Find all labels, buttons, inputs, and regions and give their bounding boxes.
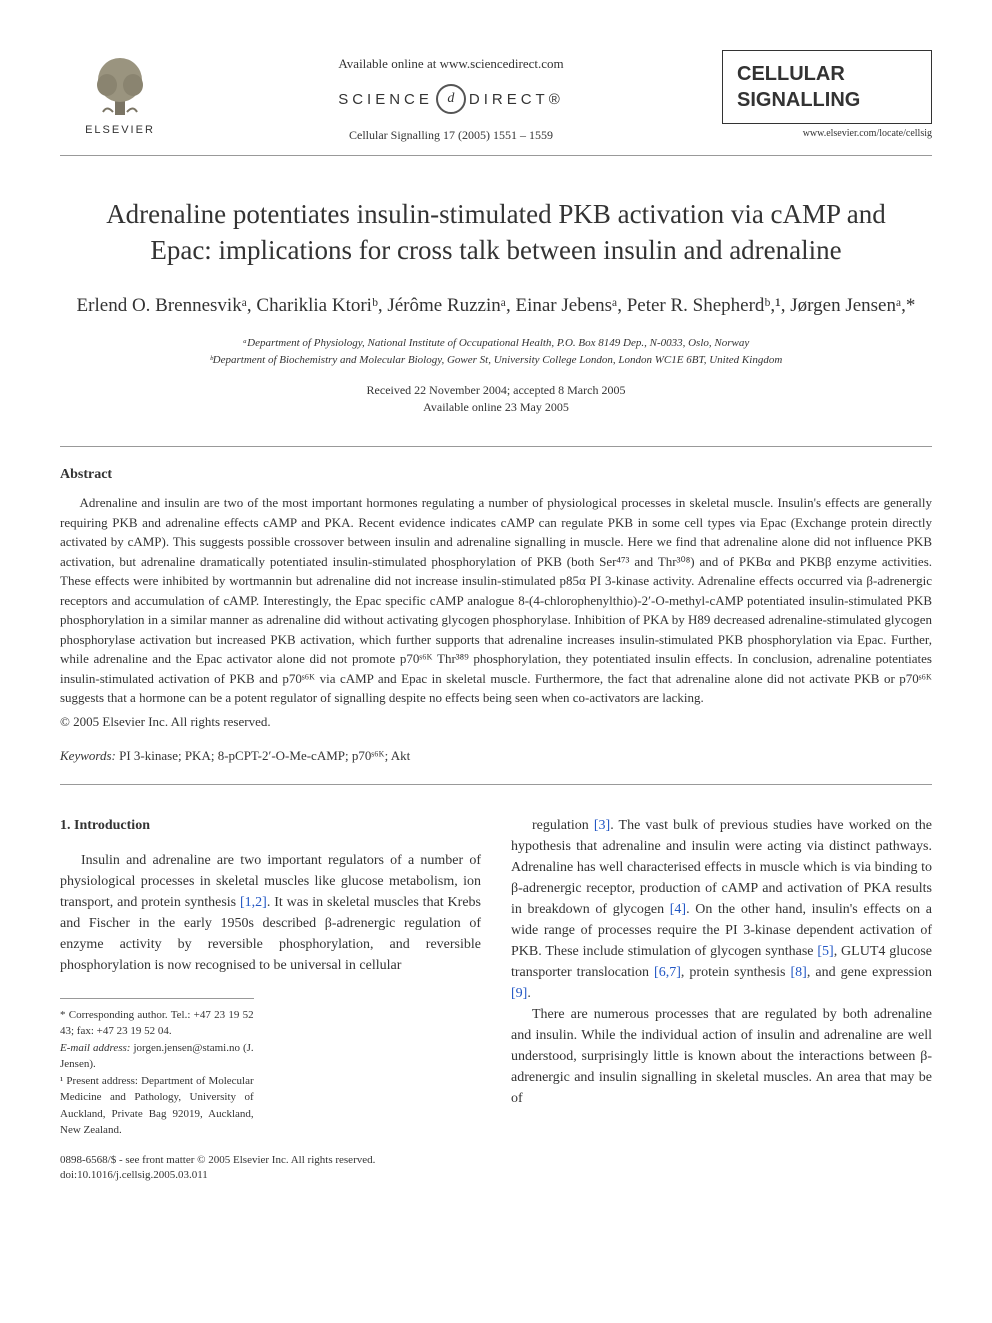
keywords-text: PI 3-kinase; PKA; 8-pCPT-2′-O-Me-cAMP; p…	[116, 748, 410, 763]
page-container: ELSEVIER Available online at www.science…	[0, 0, 992, 1233]
sd-right: DIRECT®	[469, 91, 564, 108]
keywords-line: Keywords: PI 3-kinase; PKA; 8-pCPT-2′-O-…	[60, 748, 932, 764]
journal-box: CELLULAR SIGNALLING	[722, 50, 932, 124]
publisher-block: ELSEVIER	[60, 50, 180, 136]
intro-para-right-2: There are numerous processes that are re…	[511, 1004, 932, 1109]
publisher-name: ELSEVIER	[85, 124, 155, 136]
ref-8[interactable]: [8]	[791, 965, 807, 980]
affiliation-b: ᵇDepartment of Biochemistry and Molecula…	[60, 352, 932, 369]
affiliation-a: ᵃDepartment of Physiology, National Inst…	[60, 335, 932, 352]
ref-9[interactable]: [9]	[511, 986, 527, 1001]
divider-top	[60, 446, 932, 447]
r1e: , protein synthesis	[681, 965, 791, 980]
sd-ring-icon: d	[436, 84, 466, 114]
r1a: regulation	[532, 818, 594, 833]
ref-6-7[interactable]: [6,7]	[654, 965, 681, 980]
affiliations: ᵃDepartment of Physiology, National Inst…	[60, 335, 932, 368]
intro-para-left: Insulin and adrenaline are two important…	[60, 850, 481, 976]
sd-left: SCIENCE	[338, 91, 433, 108]
elsevier-tree-icon	[85, 50, 155, 120]
issn-line: 0898-6568/$ - see front matter © 2005 El…	[60, 1153, 481, 1168]
journal-name-1: CELLULAR	[737, 61, 917, 87]
date-online: Available online 23 May 2005	[60, 399, 932, 416]
date-received: Received 22 November 2004; accepted 8 Ma…	[60, 382, 932, 399]
authors-list: Erlend O. Brennesvikᵃ, Chariklia Ktoriᵇ,…	[60, 293, 932, 320]
footer-block: 0898-6568/$ - see front matter © 2005 El…	[60, 1153, 481, 1184]
available-online-text: Available online at www.sciencedirect.co…	[180, 56, 722, 72]
science-direct-logo: SCIENCE d DIRECT®	[180, 84, 722, 114]
citation-text: Cellular Signalling 17 (2005) 1551 – 155…	[180, 128, 722, 143]
article-title: Adrenaline potentiates insulin-stimulate…	[80, 196, 912, 269]
intro-heading: 1. Introduction	[60, 815, 481, 836]
email-label: E-mail address:	[60, 1042, 130, 1054]
r1f: , and gene expression	[807, 965, 932, 980]
right-column: regulation [3]. The vast bulk of previou…	[511, 815, 932, 1184]
doi-line: doi:10.1016/j.cellsig.2005.03.011	[60, 1168, 481, 1183]
body-columns: 1. Introduction Insulin and adrenaline a…	[60, 815, 932, 1184]
abstract-copyright: © 2005 Elsevier Inc. All rights reserved…	[60, 714, 932, 730]
keywords-label: Keywords:	[60, 748, 116, 763]
header-right-wrap: CELLULAR SIGNALLING www.elsevier.com/loc…	[722, 50, 932, 139]
footnotes: * Corresponding author. Tel.: +47 23 19 …	[60, 998, 254, 1139]
divider-bottom	[60, 784, 932, 785]
header-center: Available online at www.sciencedirect.co…	[180, 50, 722, 143]
journal-url: www.elsevier.com/locate/cellsig	[722, 128, 932, 139]
ref-1-2[interactable]: [1,2]	[240, 895, 267, 910]
corresponding-author: * Corresponding author. Tel.: +47 23 19 …	[60, 1007, 254, 1040]
ref-4[interactable]: [4]	[670, 902, 686, 917]
ref-5[interactable]: [5]	[817, 944, 833, 959]
r1g: .	[527, 986, 531, 1001]
page-header: ELSEVIER Available online at www.science…	[60, 50, 932, 156]
footnote-1: ¹ Present address: Department of Molecul…	[60, 1073, 254, 1139]
email-line: E-mail address: jorgen.jensen@stami.no (…	[60, 1040, 254, 1073]
intro-para-right-1: regulation [3]. The vast bulk of previou…	[511, 815, 932, 1004]
article-dates: Received 22 November 2004; accepted 8 Ma…	[60, 382, 932, 416]
ref-3[interactable]: [3]	[594, 818, 610, 833]
abstract-heading: Abstract	[60, 467, 932, 483]
left-column: 1. Introduction Insulin and adrenaline a…	[60, 815, 481, 1184]
elsevier-logo: ELSEVIER	[60, 50, 180, 136]
journal-name-2: SIGNALLING	[737, 87, 917, 113]
abstract-text: Adrenaline and insulin are two of the mo…	[60, 493, 932, 708]
